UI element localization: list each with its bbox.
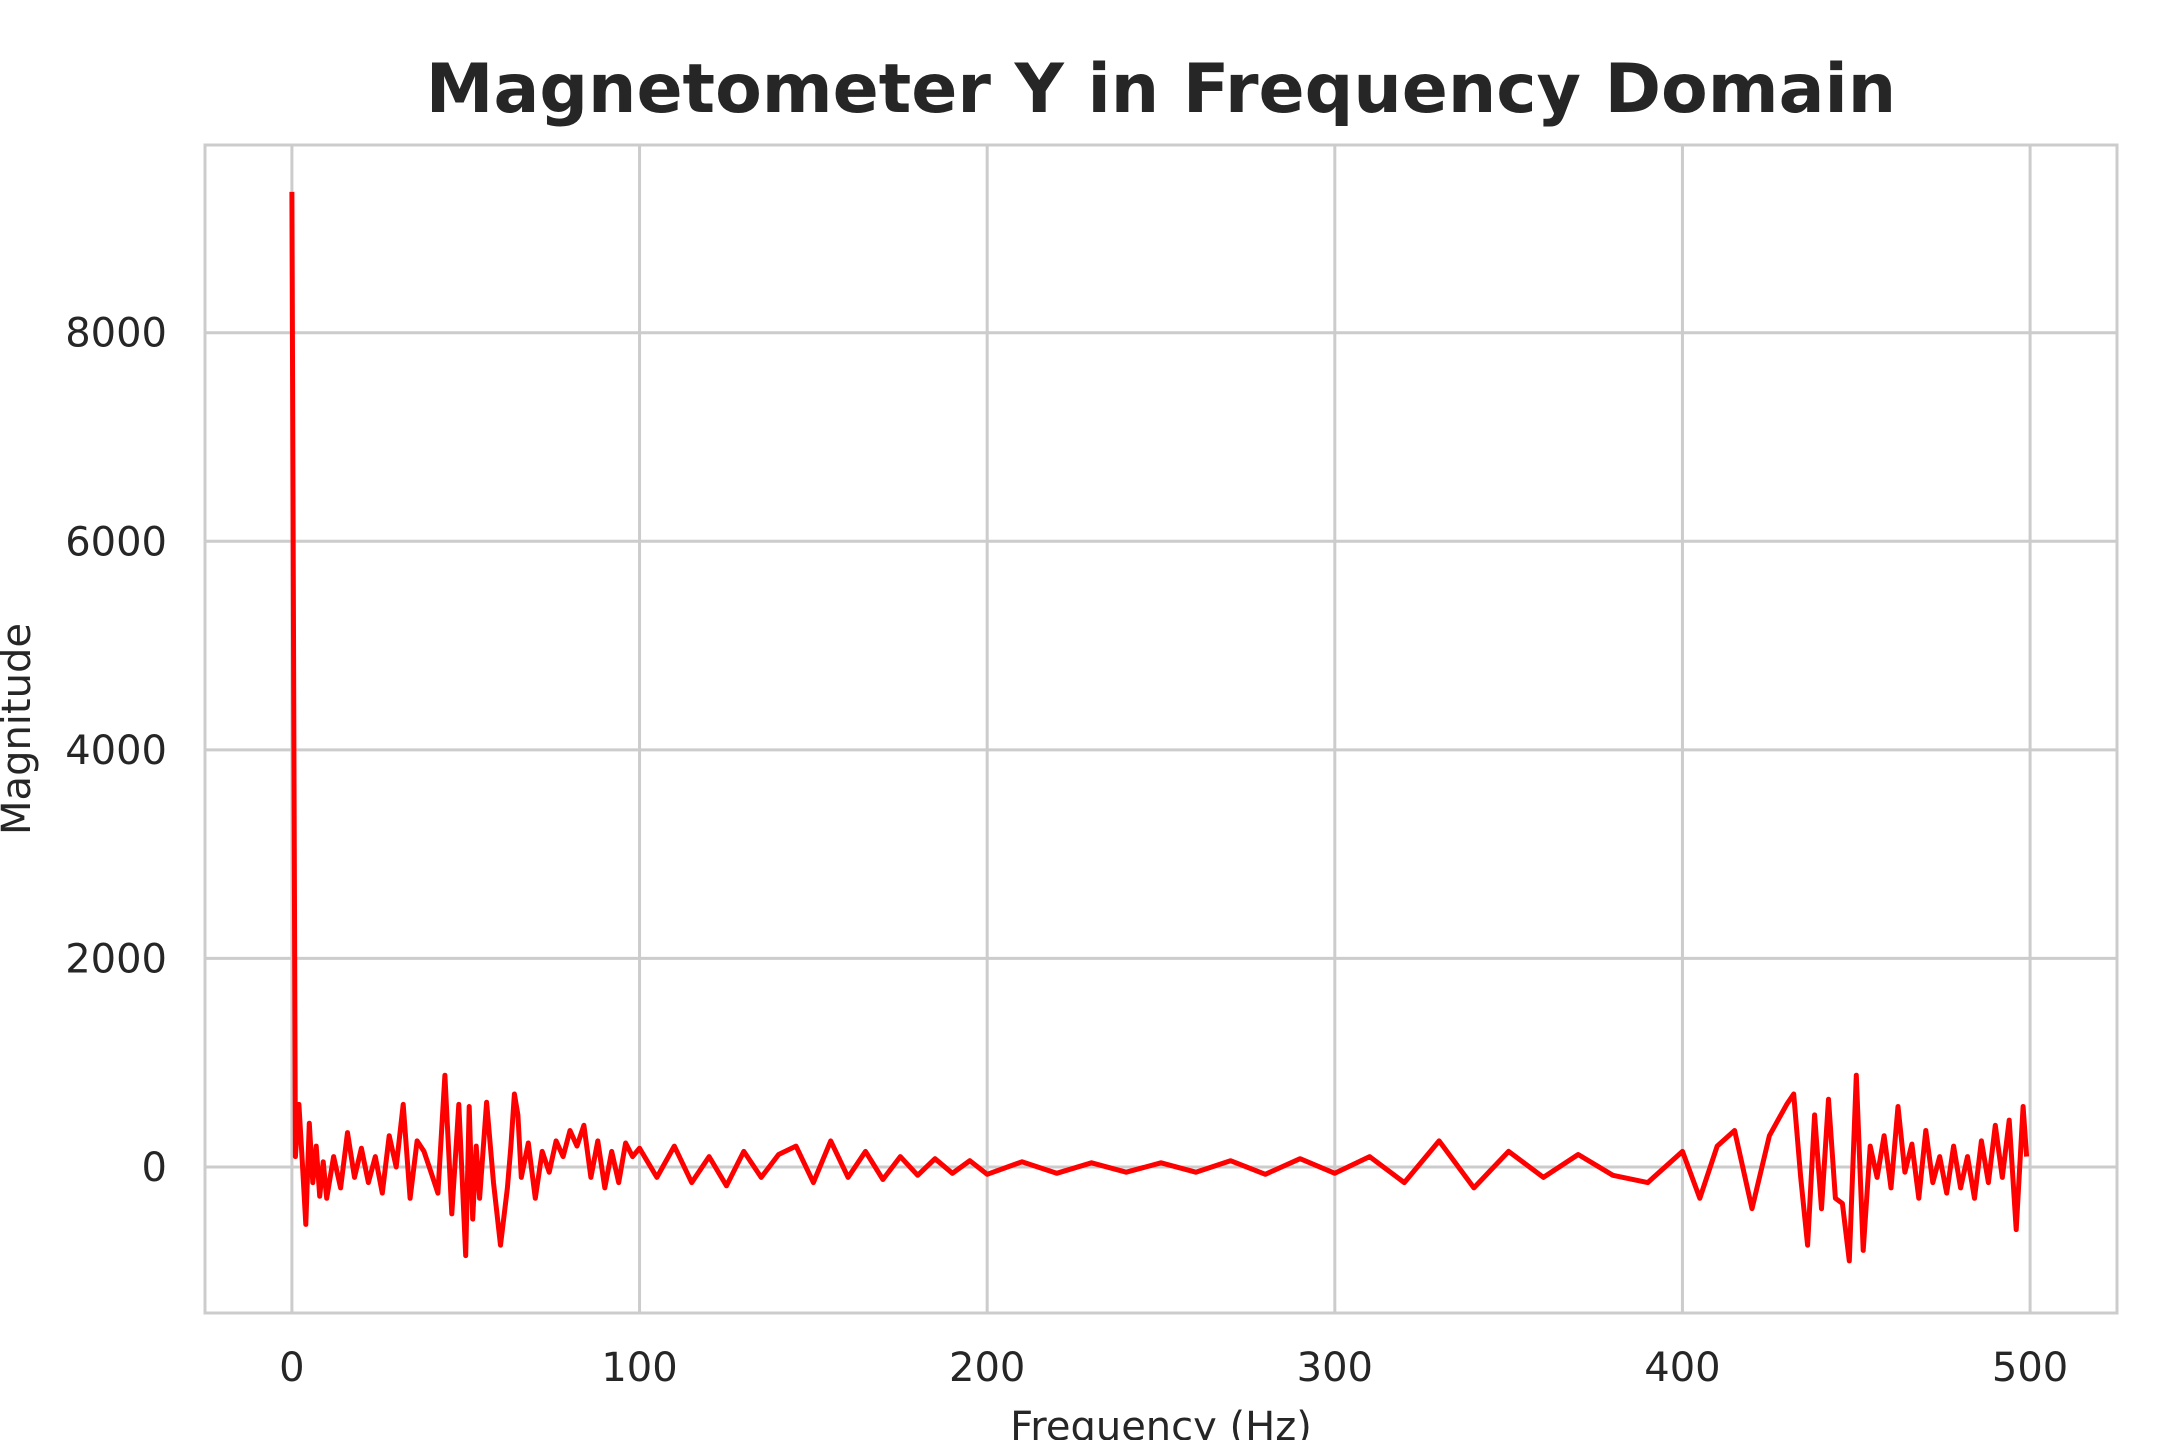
x-tick-labels: 0 100 200 300 400 500 [279, 1345, 2068, 1391]
x-tick-label: 100 [601, 1345, 677, 1391]
x-tick-label: 0 [279, 1345, 304, 1391]
series-layer [289, 191, 2030, 1264]
y-tick-label: 4000 [65, 728, 167, 774]
y-tick-label: 2000 [65, 936, 167, 982]
y-tick-label: 6000 [65, 519, 167, 565]
x-tick-label: 300 [1297, 1345, 1373, 1391]
y-tick-labels: 0 2000 4000 6000 8000 [65, 311, 167, 1191]
y-axis-label: Magnitude [0, 623, 40, 835]
x-tick-label: 200 [949, 1345, 1025, 1391]
y-tick-label: 8000 [65, 311, 167, 357]
x-tick-label: 400 [1644, 1345, 1720, 1391]
plot-frame [203, 143, 2119, 1315]
x-axis-label: Frequency (Hz) [1010, 1404, 1312, 1440]
y-tick-label: 0 [142, 1145, 167, 1191]
chart-title: Magnetometer Y in Frequency Domain [426, 50, 1896, 129]
series-line [289, 191, 2030, 1264]
x-tick-label: 500 [1992, 1345, 2068, 1391]
